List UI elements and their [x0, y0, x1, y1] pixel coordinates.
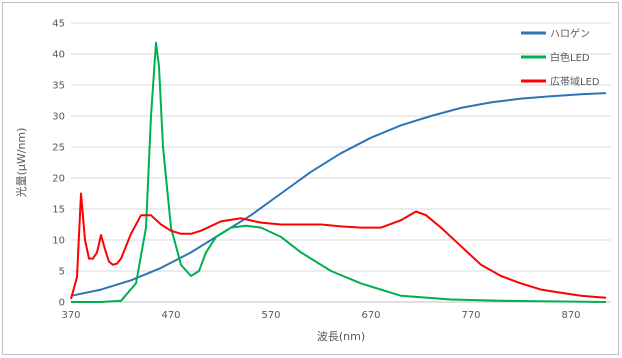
series-line — [71, 41, 607, 303]
legend-label: ハロゲン — [550, 28, 590, 40]
series-line — [70, 92, 607, 297]
x-axis-title: 波長(nm) — [317, 330, 365, 343]
y-tick-label: 35 — [52, 81, 65, 92]
y-tick-label: 5 — [59, 267, 65, 278]
y-tick-label: 10 — [52, 236, 65, 247]
x-tick-label: 470 — [161, 310, 180, 321]
x-tick-label: 770 — [461, 310, 480, 321]
y-tick-label: 25 — [52, 143, 65, 154]
y-tick-label: 45 — [52, 19, 65, 30]
x-tick-labels: 370 470 570 670 770 870 — [61, 310, 580, 321]
y-tick-label: 0 — [59, 298, 65, 309]
legend-label: 広帯域LED — [550, 75, 600, 88]
x-tick-label: 370 — [61, 310, 80, 321]
y-tick-labels: 0 5 10 15 20 25 30 35 40 45 — [52, 19, 65, 309]
series-line — [70, 192, 607, 300]
grid-lines — [71, 22, 611, 303]
y-axis-title: 光量(μW/nm) — [14, 128, 28, 198]
y-tick-label: 20 — [52, 174, 65, 185]
y-tick-label: 30 — [52, 112, 65, 123]
y-tick-label: 15 — [52, 205, 65, 216]
x-tick-label: 670 — [361, 310, 380, 321]
line-chart: 0 5 10 15 20 25 30 35 40 45 370 470 570 670 770 870 光量… — [14, 19, 611, 343]
legend-label: 白色LED — [550, 51, 590, 64]
x-tick-label: 870 — [561, 310, 580, 321]
series-lines — [70, 41, 607, 303]
chart-frame: 0 5 10 15 20 25 30 35 40 45 370 470 570 670 770 870 光量… — [2, 2, 619, 355]
y-tick-label: 40 — [52, 50, 65, 61]
x-tick-label: 570 — [261, 310, 280, 321]
